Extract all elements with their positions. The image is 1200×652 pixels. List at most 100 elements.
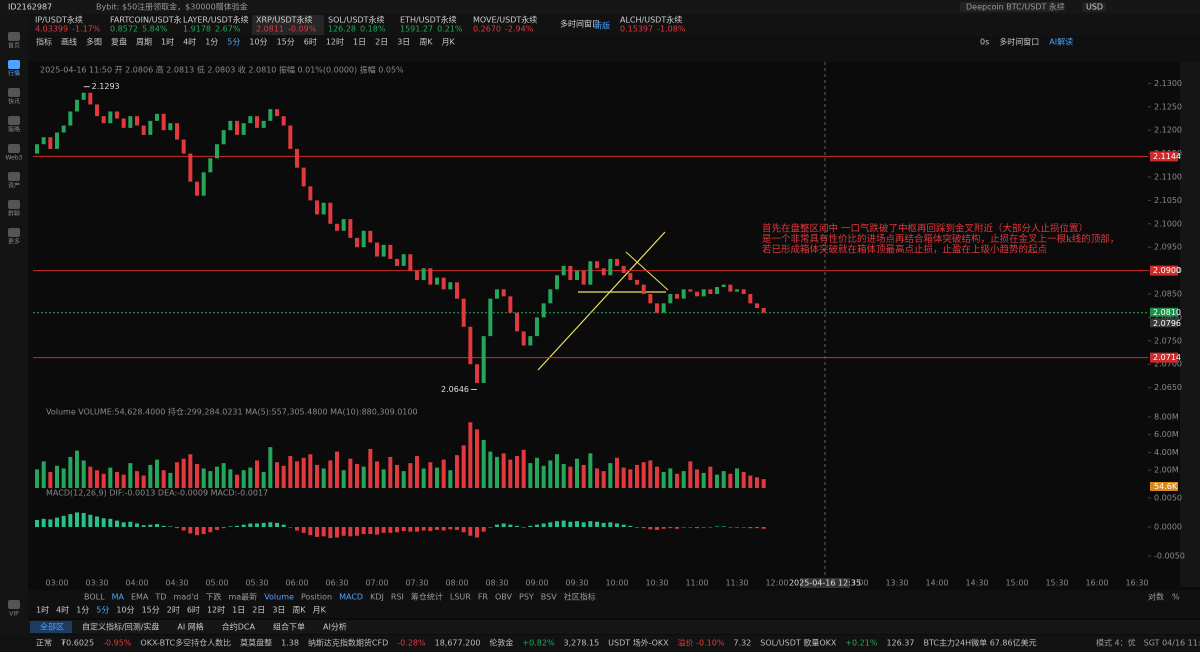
sidebar-label[interactable]: Web3 — [6, 155, 23, 162]
timeframe[interactable]: 12时 — [207, 605, 225, 615]
toolbar-right-item[interactable]: AI解读 — [1049, 37, 1073, 47]
currency[interactable]: USD — [1086, 3, 1103, 12]
sidebar-icon[interactable] — [8, 116, 20, 125]
toolbar-item[interactable]: 1日 — [353, 38, 366, 47]
toolbar-item[interactable]: 10分 — [249, 38, 267, 47]
timeframe[interactable]: 周K — [292, 606, 306, 615]
toolbar-item[interactable]: 指标 — [36, 37, 52, 47]
indicator[interactable]: PSY — [519, 593, 534, 602]
sidebar — [0, 14, 28, 652]
ticker-name[interactable]: SOL/USDT永续 — [328, 15, 385, 25]
toolbar-item[interactable]: 画线 — [61, 37, 77, 47]
ticker-name[interactable]: IP/USDT永续 — [35, 15, 83, 25]
indicator[interactable]: 社区指标 — [564, 592, 596, 602]
timeframe[interactable]: 3日 — [272, 606, 285, 615]
timeframe[interactable]: 5分 — [96, 606, 109, 615]
timeframe[interactable]: 6时 — [187, 605, 200, 615]
sidebar-icon[interactable] — [8, 228, 20, 237]
timeframe[interactable]: 1分 — [76, 606, 89, 615]
ticker-name[interactable]: LAYER/USDT永续 — [183, 15, 249, 25]
sidebar-icon[interactable] — [8, 32, 20, 41]
toolbar-item[interactable]: 15分 — [277, 38, 295, 47]
indicator[interactable]: EMA — [131, 593, 149, 602]
ticker-name[interactable]: MOVE/USDT永续 — [473, 15, 537, 25]
sidebar-label[interactable]: 首页 — [8, 42, 20, 50]
candle-body — [228, 120, 233, 131]
indicator-right[interactable]: 对数 — [1148, 592, 1164, 602]
sidebar-label[interactable]: 资产 — [8, 182, 20, 190]
indicator[interactable]: BOLL — [84, 593, 105, 602]
toolbar-item[interactable]: 2日 — [375, 38, 388, 47]
sidebar-label[interactable]: 行情 — [8, 70, 20, 78]
indicator[interactable]: RSI — [391, 593, 404, 602]
indicator[interactable]: mad'd — [173, 593, 198, 602]
ticker-name[interactable]: ETH/USDT永续 — [400, 15, 457, 25]
indicator[interactable]: MA — [112, 593, 125, 602]
toolbar-item[interactable]: 月K — [442, 38, 456, 47]
toolbar-item[interactable]: 4时 — [183, 37, 196, 47]
ticker-name[interactable]: FARTCOIN/USDT永 — [110, 15, 182, 25]
candle-body — [615, 258, 619, 266]
toolbar-item[interactable]: 12时 — [326, 37, 344, 47]
sidebar-icon[interactable] — [8, 88, 20, 97]
sidebar-label[interactable]: VIP — [9, 611, 19, 618]
sidebar-label[interactable]: 更多 — [8, 238, 20, 246]
bottom-tab[interactable]: AI 网格 — [177, 622, 203, 632]
toolbar-item[interactable]: 复盘 — [111, 37, 127, 47]
sidebar-icon[interactable] — [8, 60, 20, 69]
indicator[interactable]: BSV — [541, 593, 557, 602]
bottom-tab[interactable]: 全部区 — [40, 622, 64, 632]
indicator[interactable]: ma最新 — [228, 592, 257, 602]
indicator-right[interactable]: % — [1172, 593, 1180, 602]
timeframe[interactable]: 15分 — [142, 606, 160, 615]
toolbar-item[interactable]: 3日 — [397, 38, 410, 47]
multi-window[interactable]: 多时间窗口 — [560, 19, 600, 29]
sidebar-label[interactable]: 快讯 — [8, 98, 20, 106]
toolbar-item[interactable]: 1时 — [161, 37, 174, 47]
toolbar-right-item[interactable]: 0s — [980, 38, 989, 47]
toolbar-item[interactable]: 1分 — [205, 38, 218, 47]
timeframe[interactable]: 2日 — [252, 606, 265, 615]
indicator[interactable]: Volume — [264, 593, 294, 602]
timeframe[interactable]: 10分 — [116, 606, 134, 615]
indicator[interactable]: KDJ — [370, 593, 384, 602]
indicator[interactable]: FR — [478, 593, 489, 602]
sidebar-label[interactable]: 群聊 — [8, 210, 20, 218]
sidebar-label[interactable]: 策略 — [8, 126, 20, 134]
sidebar-icon[interactable] — [8, 172, 20, 181]
sidebar-icon[interactable] — [8, 144, 20, 153]
timeframe[interactable]: 1时 — [36, 605, 49, 615]
sidebar-icon[interactable] — [8, 600, 20, 609]
bottom-tab[interactable]: AI分析 — [323, 622, 347, 632]
ticker-name[interactable]: ALCH/USDT永续 — [620, 15, 682, 25]
indicator[interactable]: MACD — [339, 593, 363, 602]
toolbar-item[interactable]: 多图 — [86, 37, 102, 47]
indicator[interactable]: Position — [301, 593, 332, 602]
toolbar-right-item[interactable]: 多时间窗口 — [999, 37, 1039, 47]
toolbar-item[interactable]: 6时 — [304, 37, 317, 47]
volume-bar — [515, 456, 519, 488]
indicator[interactable]: LSUR — [450, 593, 471, 602]
indicator[interactable]: 下跌 — [205, 592, 221, 602]
toolbar-item[interactable]: 5分 — [227, 38, 240, 47]
timeframe[interactable]: 1日 — [232, 606, 245, 615]
bottom-tab[interactable]: 组合下单 — [273, 622, 305, 632]
indicator[interactable]: 筹仓统计 — [411, 592, 443, 602]
timeframe[interactable]: 2时 — [167, 605, 180, 615]
sidebar-icon[interactable] — [8, 200, 20, 209]
currency-box[interactable] — [1082, 2, 1106, 12]
timeframe[interactable]: 4时 — [56, 605, 69, 615]
candle-body — [248, 116, 253, 124]
indicator[interactable]: OBV — [495, 593, 513, 602]
macd-bar — [208, 527, 213, 533]
timeframe[interactable]: 月K — [313, 606, 327, 615]
search[interactable]: Deepcoin BTC/USDT 永续 — [966, 2, 1065, 12]
toolbar-item[interactable]: 周期 — [136, 38, 152, 47]
toolbar-item[interactable]: 周K — [419, 38, 433, 47]
volume-bar — [108, 467, 113, 488]
indicator[interactable]: TD — [154, 593, 166, 602]
ticker-name[interactable]: XRP/USDT永续 — [256, 15, 313, 25]
search-box[interactable] — [960, 2, 1060, 12]
bottom-tab[interactable]: 合约DCA — [222, 622, 256, 632]
bottom-tab[interactable]: 自定义指标/回测/实盘 — [82, 622, 159, 632]
